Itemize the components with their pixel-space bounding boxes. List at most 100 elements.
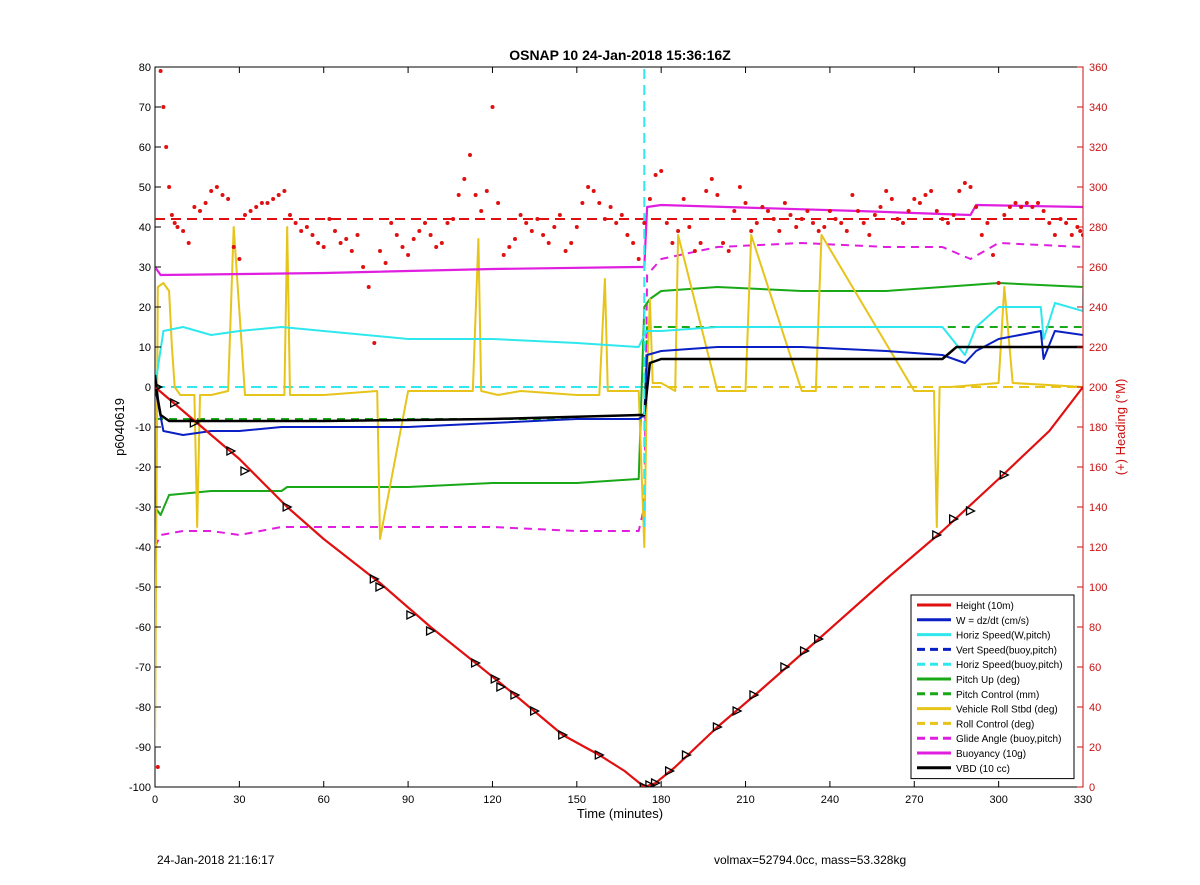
heading-point [974,205,979,209]
y-tick-label-left: -70 [135,662,151,674]
heading-point [473,193,478,197]
y-tick-label-right: 80 [1089,622,1101,634]
x-tick-label: 180 [652,794,670,806]
heading-point [906,209,911,213]
heading-point [614,221,619,225]
heading-point [608,205,613,209]
heading-point [541,233,546,237]
y-tick-label-right: 260 [1089,262,1107,274]
footer-timestamp: 24-Jan-2018 21:16:17 [157,853,275,867]
heading-point [602,217,607,221]
series-vbd [155,345,1083,423]
heading-point [209,189,214,193]
legend-label: Roll Control (deg) [956,719,1034,730]
heading-point [513,237,517,241]
heading-point [889,197,894,201]
heading-point [439,241,444,245]
x-tick-label: 30 [233,794,245,806]
x-tick-label: 270 [905,794,923,806]
heading-point [1002,213,1007,217]
heading-point [850,193,855,197]
heading-point [861,221,866,225]
heading-point [1041,209,1046,213]
height-marker [999,469,1010,481]
y-tick-label-left: -100 [129,782,151,794]
heading-point [664,221,669,225]
heading-point [1058,217,1063,221]
heading-point [243,213,247,217]
heading-point [271,197,276,201]
y-tick-label-left: -20 [135,462,151,474]
heading-point [917,201,922,205]
series-height [155,386,1083,787]
heading-point [389,221,394,225]
heading-point [484,189,489,193]
y-tick-label-right: 100 [1089,582,1107,594]
heading-point [524,221,529,225]
y-tick-label-right: 40 [1089,702,1101,714]
height-marker [425,625,437,637]
legend-label: Vehicle Roll Stbd (deg) [956,705,1058,716]
x-tick-label: 240 [821,794,839,806]
heading-point [434,245,439,249]
y-tick-label-right: 360 [1089,62,1107,74]
heading-point [625,233,630,237]
heading-point [597,201,602,205]
heading-point [338,241,343,245]
height-marker [645,779,656,787]
series-layer [155,67,1083,787]
heading-point [676,229,681,233]
heading-point [167,185,172,189]
y-tick-label-left: 70 [139,102,151,114]
heading-point [361,265,366,269]
legend-box [910,594,1075,780]
heading-point [259,201,264,205]
heading-point [962,181,967,185]
heading-point [378,249,382,253]
heading-point [231,245,236,249]
y-tick-label-right: 200 [1089,382,1107,394]
heading-point [754,221,759,225]
heading-point [827,209,832,213]
heading-point [164,145,169,149]
y-tick-label-right: 120 [1089,542,1107,554]
height-marker [226,445,237,457]
heading-point [642,221,647,225]
heading-point [1019,205,1024,209]
heading-point [991,253,995,257]
heading-point [417,229,422,233]
height-marker [712,721,723,733]
heading-point [293,221,298,225]
x-tick-label: 330 [1074,794,1092,806]
heading-point [979,233,984,237]
heading-point [698,241,703,245]
heading-point [445,221,450,225]
x-tick-label: 120 [483,794,501,806]
x-axis-label: Time (minutes) [577,806,663,821]
heading-point [951,213,956,217]
height-marker [189,417,200,429]
x-tick-label: 60 [318,794,330,806]
series-horiz-speed [155,223,1083,388]
heading-point [175,225,180,229]
legend-label: Buoyancy (10g) [956,749,1026,760]
y-axis-label-right: (+) Heading (°M) [1113,379,1128,476]
heading-point [985,221,990,225]
height-marker [780,661,791,673]
y-tick-label-right: 340 [1089,102,1107,114]
y-tick-label-left: 10 [139,342,151,354]
heading-point [355,233,360,237]
heading-point [316,241,321,245]
heading-point [659,169,664,173]
x-tick-label: 150 [568,794,586,806]
heading-point [220,193,225,197]
y-tick-label-left: -30 [135,502,151,514]
y-tick-label-right: 280 [1089,222,1107,234]
heading-point [856,209,860,213]
y-tick-label-left: 40 [139,222,151,234]
heading-point [1078,229,1083,233]
heading-point [161,105,166,109]
heading-point [265,201,270,205]
heading-point [636,257,641,261]
x-tick-label: 90 [402,794,414,806]
